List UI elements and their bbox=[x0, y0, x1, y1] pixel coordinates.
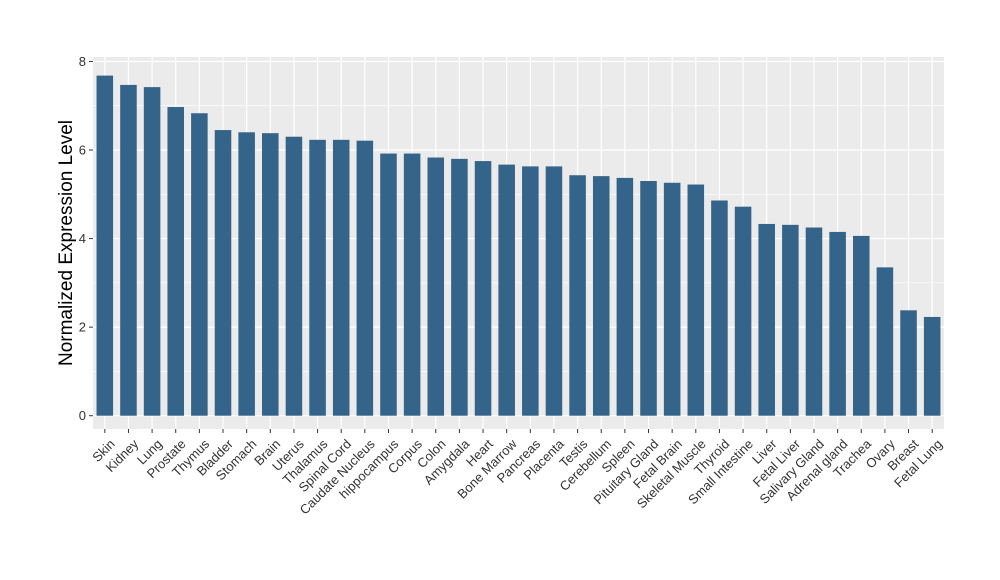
bar bbox=[923, 316, 941, 416]
bar bbox=[592, 176, 610, 416]
bar bbox=[474, 161, 492, 416]
bar bbox=[427, 157, 445, 416]
y-tick-label: 0 bbox=[79, 408, 86, 423]
bar bbox=[900, 310, 917, 416]
bar bbox=[569, 175, 586, 416]
y-tick-label: 4 bbox=[79, 231, 86, 246]
bar bbox=[852, 235, 870, 416]
bar bbox=[214, 130, 232, 416]
bar bbox=[876, 267, 894, 416]
bar bbox=[734, 206, 752, 416]
plot-panel bbox=[93, 57, 944, 429]
bar bbox=[616, 177, 634, 416]
bar bbox=[238, 132, 255, 416]
y-tick-label: 2 bbox=[79, 320, 86, 335]
bar bbox=[498, 164, 515, 416]
y-tick-label: 6 bbox=[79, 143, 86, 158]
bar bbox=[120, 84, 137, 416]
bar bbox=[687, 184, 705, 416]
bar bbox=[143, 87, 161, 416]
bar bbox=[805, 227, 823, 416]
bar bbox=[167, 107, 185, 416]
bar bbox=[522, 166, 539, 416]
bar bbox=[711, 200, 728, 416]
bar bbox=[309, 139, 326, 416]
y-axis: 0 2 4 6 8 bbox=[79, 54, 93, 423]
bar bbox=[545, 166, 563, 416]
bar bbox=[96, 75, 114, 416]
bar bbox=[262, 133, 279, 416]
bar bbox=[451, 158, 468, 416]
bar bbox=[332, 139, 350, 416]
x-axis: SkinKidneyLungProstateThymusBladderStoma… bbox=[89, 429, 945, 517]
bars bbox=[96, 75, 941, 416]
bar bbox=[285, 136, 303, 416]
bar bbox=[191, 113, 208, 416]
bar bbox=[758, 223, 775, 416]
bar bbox=[356, 140, 374, 416]
bar bbox=[403, 153, 421, 416]
bar bbox=[782, 224, 799, 416]
bar bbox=[829, 231, 846, 416]
bar bbox=[663, 182, 681, 416]
y-tick-label: 8 bbox=[79, 54, 86, 69]
bar bbox=[380, 153, 397, 416]
y-axis-title: Normalized Expression Level bbox=[56, 120, 77, 366]
bar bbox=[640, 181, 657, 416]
